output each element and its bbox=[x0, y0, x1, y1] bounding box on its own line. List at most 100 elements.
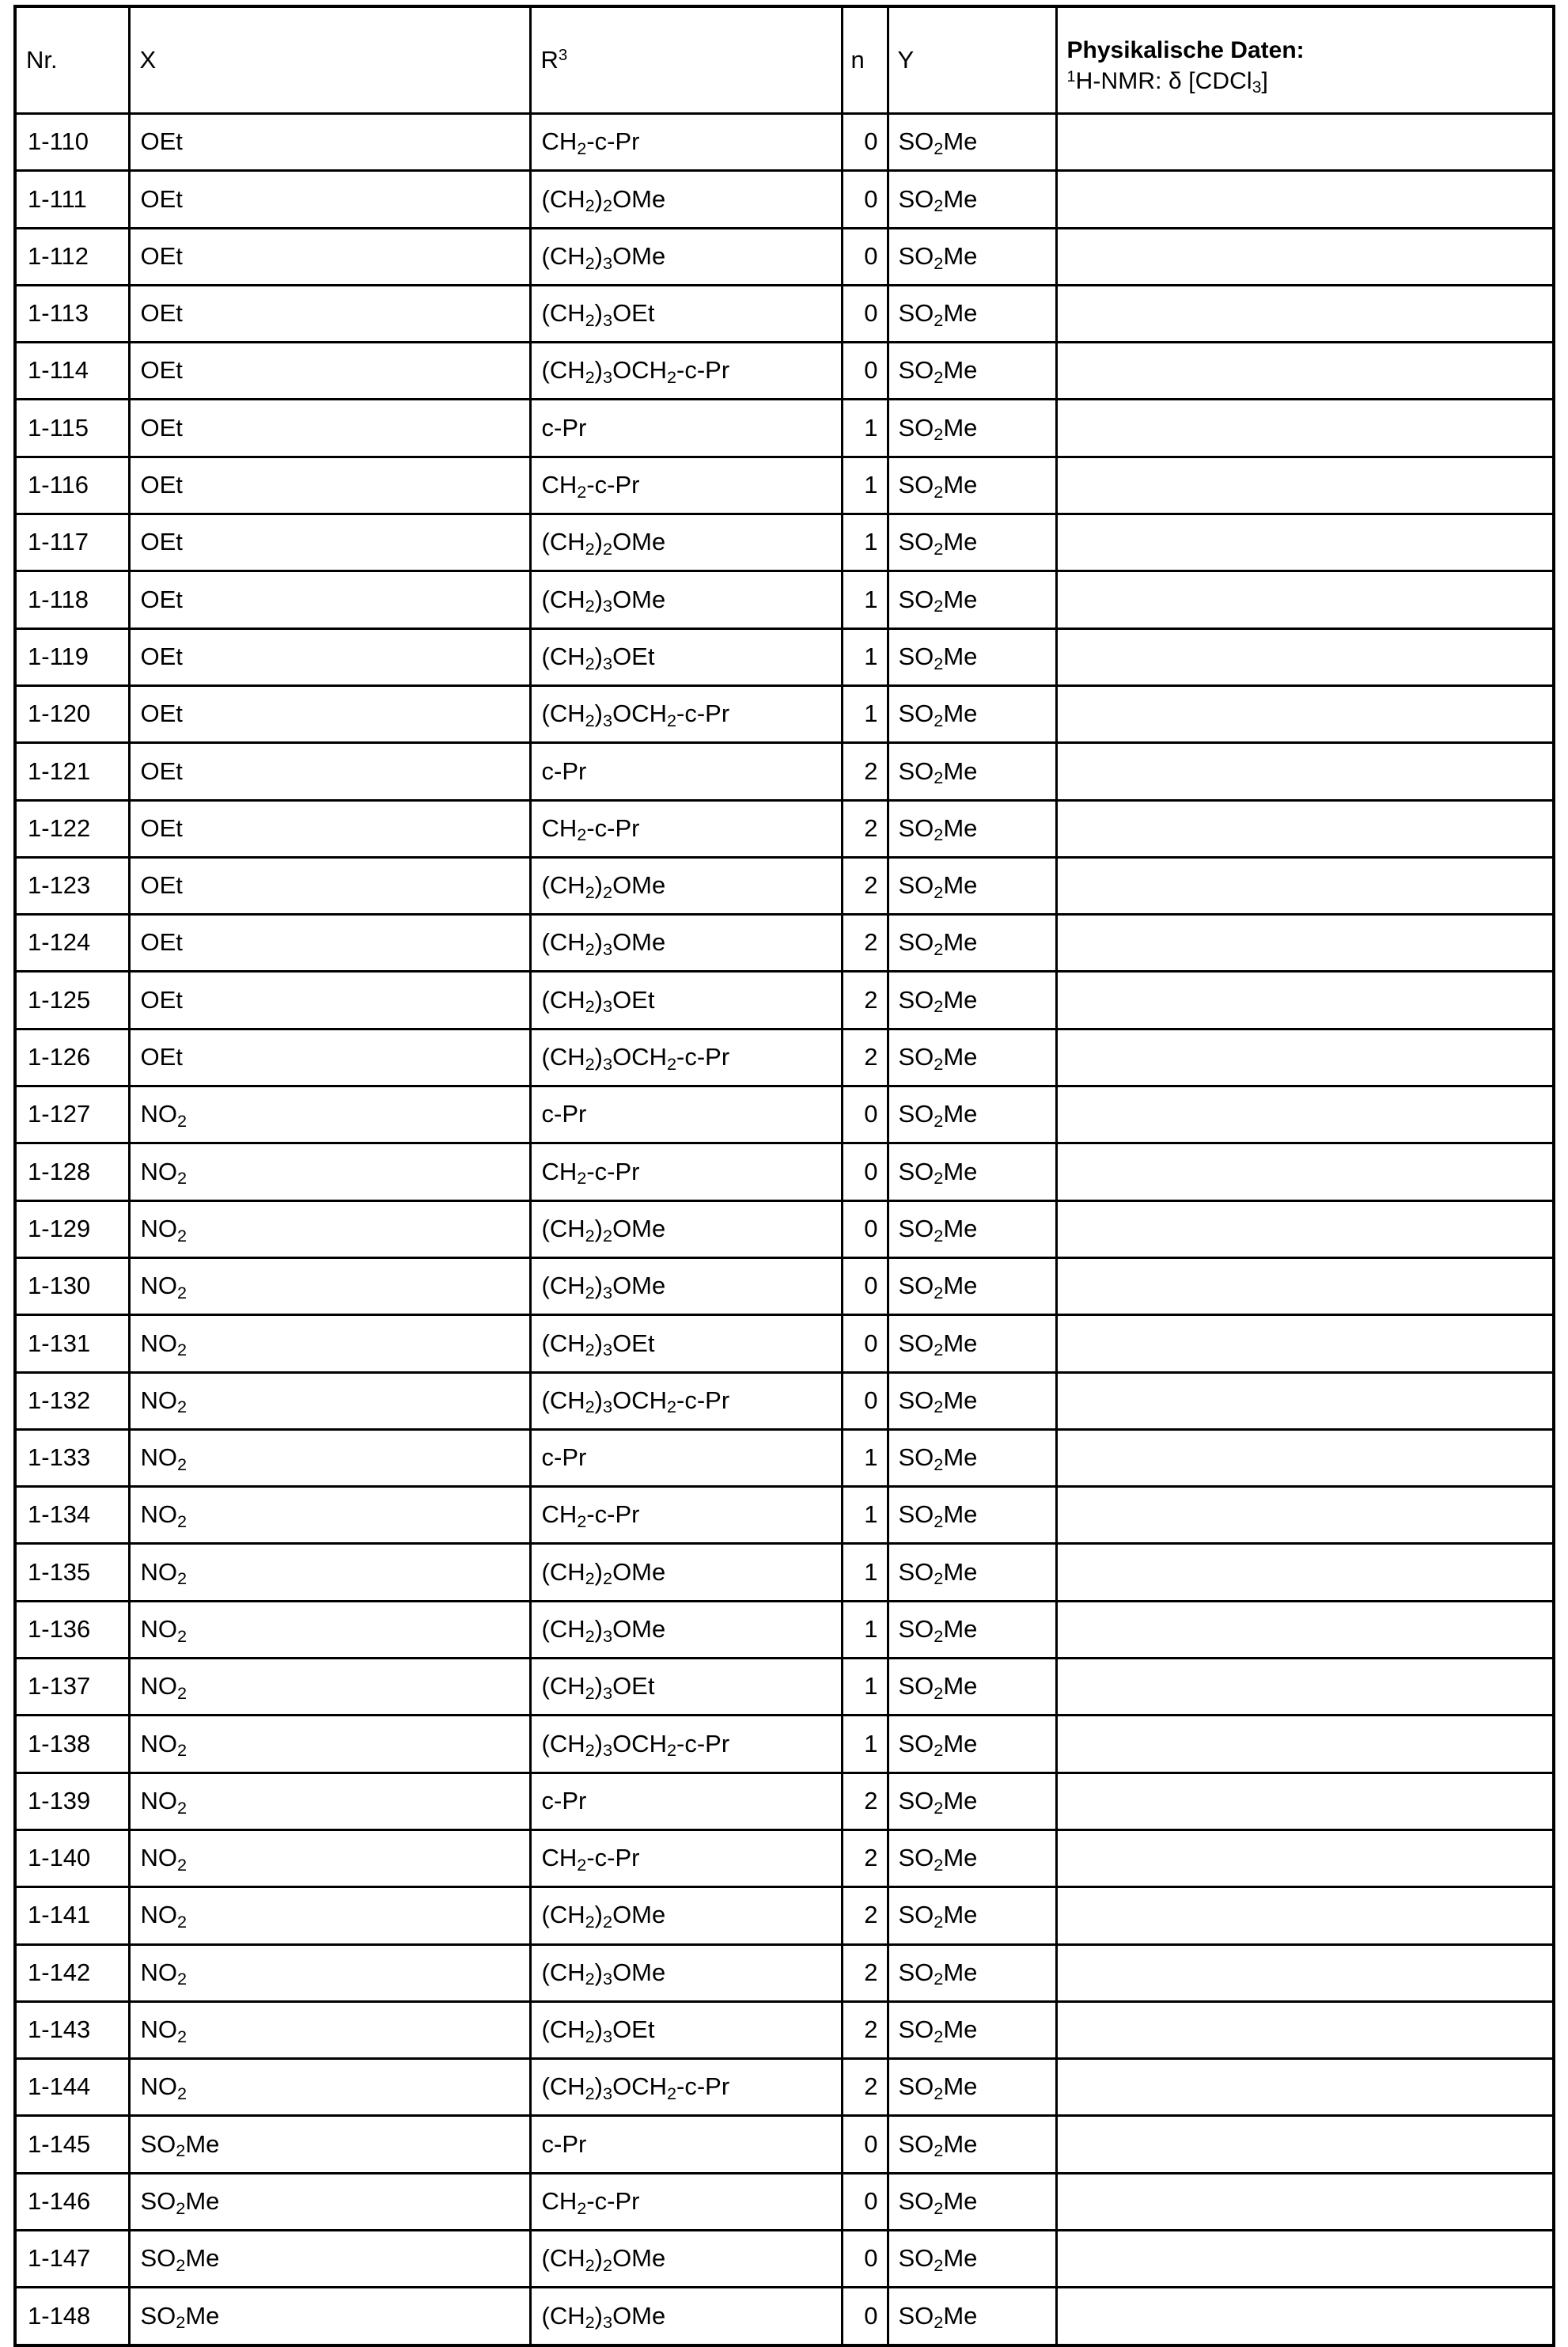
cell-n: 0 bbox=[842, 2230, 888, 2287]
table-row: 1-134NO2CH2-c-Pr1SO2Me bbox=[15, 1487, 1554, 1544]
cell-nr: 1-118 bbox=[15, 571, 129, 628]
column-header-nr: Nr. bbox=[15, 6, 129, 114]
table-row: 1-139NO2c-Pr2SO2Me bbox=[15, 1773, 1554, 1829]
table-row: 1-141NO2(CH2)2OMe2SO2Me bbox=[15, 1887, 1554, 1944]
cell-n: 1 bbox=[842, 400, 888, 457]
cell-physical-data bbox=[1056, 514, 1554, 571]
cell-x: OEt bbox=[129, 628, 530, 685]
table-row: 1-142NO2(CH2)3OMe2SO2Me bbox=[15, 1944, 1554, 2001]
cell-nr: 1-143 bbox=[15, 2001, 129, 2058]
cell-nr: 1-127 bbox=[15, 1086, 129, 1143]
table-row: 1-126OEt(CH2)3OCH2-c-Pr2SO2Me bbox=[15, 1029, 1554, 1086]
cell-y: SO2Me bbox=[888, 2001, 1056, 2058]
cell-physical-data bbox=[1056, 228, 1554, 285]
cell-y: SO2Me bbox=[888, 2116, 1056, 2173]
cell-x: OEt bbox=[129, 114, 530, 171]
cell-physical-data bbox=[1056, 1372, 1554, 1429]
cell-y: SO2Me bbox=[888, 915, 1056, 972]
cell-physical-data bbox=[1056, 1143, 1554, 1200]
column-header-physical-data: Physikalische Daten: 1H-NMR: δ [CDCl3] bbox=[1056, 6, 1554, 114]
cell-nr: 1-132 bbox=[15, 1372, 129, 1429]
cell-nr: 1-112 bbox=[15, 228, 129, 285]
cell-x: OEt bbox=[129, 685, 530, 742]
table-row: 1-130NO2(CH2)3OMe0SO2Me bbox=[15, 1257, 1554, 1314]
cell-n: 0 bbox=[842, 228, 888, 285]
cell-nr: 1-128 bbox=[15, 1143, 129, 1200]
cell-y: SO2Me bbox=[888, 628, 1056, 685]
cell-r3: (CH2)3OEt bbox=[530, 2001, 842, 2058]
cell-physical-data bbox=[1056, 571, 1554, 628]
table-row: 1-133NO2c-Pr1SO2Me bbox=[15, 1429, 1554, 1486]
cell-physical-data bbox=[1056, 685, 1554, 742]
cell-nr: 1-136 bbox=[15, 1601, 129, 1658]
cell-x: OEt bbox=[129, 972, 530, 1029]
cell-y: SO2Me bbox=[888, 1716, 1056, 1773]
cell-r3: c-Pr bbox=[530, 400, 842, 457]
cell-physical-data bbox=[1056, 1829, 1554, 1886]
cell-physical-data bbox=[1056, 2116, 1554, 2173]
cell-r3: c-Pr bbox=[530, 2116, 842, 2173]
cell-physical-data bbox=[1056, 1773, 1554, 1829]
table-row: 1-117OEt(CH2)2OMe1SO2Me bbox=[15, 514, 1554, 571]
cell-physical-data bbox=[1056, 1659, 1554, 1716]
cell-x: NO2 bbox=[129, 1372, 530, 1429]
cell-nr: 1-130 bbox=[15, 1257, 129, 1314]
cell-r3: c-Pr bbox=[530, 743, 842, 800]
cell-n: 2 bbox=[842, 1773, 888, 1829]
cell-y: SO2Me bbox=[888, 514, 1056, 571]
table-row: 1-129NO2(CH2)2OMe0SO2Me bbox=[15, 1200, 1554, 1257]
cell-y: SO2Me bbox=[888, 2173, 1056, 2230]
cell-n: 2 bbox=[842, 2001, 888, 2058]
cell-x: OEt bbox=[129, 171, 530, 228]
cell-n: 2 bbox=[842, 1829, 888, 1886]
cell-r3: (CH2)3OCH2-c-Pr bbox=[530, 1372, 842, 1429]
table-row: 1-140NO2CH2-c-Pr2SO2Me bbox=[15, 1829, 1554, 1886]
cell-r3: (CH2)3OEt bbox=[530, 972, 842, 1029]
cell-r3: (CH2)2OMe bbox=[530, 1544, 842, 1601]
column-header-x: X bbox=[129, 6, 530, 114]
cell-n: 0 bbox=[842, 343, 888, 400]
cell-r3: CH2-c-Pr bbox=[530, 457, 842, 514]
cell-physical-data bbox=[1056, 457, 1554, 514]
cell-x: OEt bbox=[129, 915, 530, 972]
cell-x: NO2 bbox=[129, 1773, 530, 1829]
cell-physical-data bbox=[1056, 1029, 1554, 1086]
cell-physical-data bbox=[1056, 1429, 1554, 1486]
document-page: Nr. X R3 n Y Physikalische Daten: 1H-NMR… bbox=[0, 0, 1568, 2247]
cell-nr: 1-129 bbox=[15, 1200, 129, 1257]
cell-n: 2 bbox=[842, 972, 888, 1029]
cell-r3: (CH2)3OEt bbox=[530, 285, 842, 342]
cell-y: SO2Me bbox=[888, 857, 1056, 914]
cell-nr: 1-122 bbox=[15, 800, 129, 857]
cell-y: SO2Me bbox=[888, 1429, 1056, 1486]
cell-y: SO2Me bbox=[888, 400, 1056, 457]
cell-y: SO2Me bbox=[888, 457, 1056, 514]
cell-r3: CH2-c-Pr bbox=[530, 114, 842, 171]
nmr-subtitle: 1H-NMR: δ [CDCl3] bbox=[1067, 66, 1553, 97]
cell-x: SO2Me bbox=[129, 2173, 530, 2230]
cell-x: OEt bbox=[129, 343, 530, 400]
cell-n: 0 bbox=[842, 1086, 888, 1143]
r3-superscript: 3 bbox=[559, 46, 567, 64]
cell-n: 1 bbox=[842, 1487, 888, 1544]
cell-physical-data bbox=[1056, 1544, 1554, 1601]
cell-physical-data bbox=[1056, 1944, 1554, 2001]
column-header-n: n bbox=[842, 6, 888, 114]
table-row: 1-146SO2MeCH2-c-Pr0SO2Me bbox=[15, 2173, 1554, 2230]
cell-nr: 1-110 bbox=[15, 114, 129, 171]
cell-y: SO2Me bbox=[888, 1773, 1056, 1829]
cell-nr: 1-117 bbox=[15, 514, 129, 571]
table-row: 1-138NO2(CH2)3OCH2-c-Pr1SO2Me bbox=[15, 1716, 1554, 1773]
cell-r3: CH2-c-Pr bbox=[530, 2173, 842, 2230]
cell-physical-data bbox=[1056, 343, 1554, 400]
cell-y: SO2Me bbox=[888, 343, 1056, 400]
cell-r3: c-Pr bbox=[530, 1773, 842, 1829]
cell-nr: 1-114 bbox=[15, 343, 129, 400]
cell-r3: (CH2)3OMe bbox=[530, 1944, 842, 2001]
table-row: 1-147SO2Me(CH2)2OMe0SO2Me bbox=[15, 2230, 1554, 2287]
cell-y: SO2Me bbox=[888, 1487, 1056, 1544]
cell-physical-data bbox=[1056, 1257, 1554, 1314]
cell-r3: (CH2)3OEt bbox=[530, 1659, 842, 1716]
cell-x: OEt bbox=[129, 285, 530, 342]
cell-n: 1 bbox=[842, 1429, 888, 1486]
